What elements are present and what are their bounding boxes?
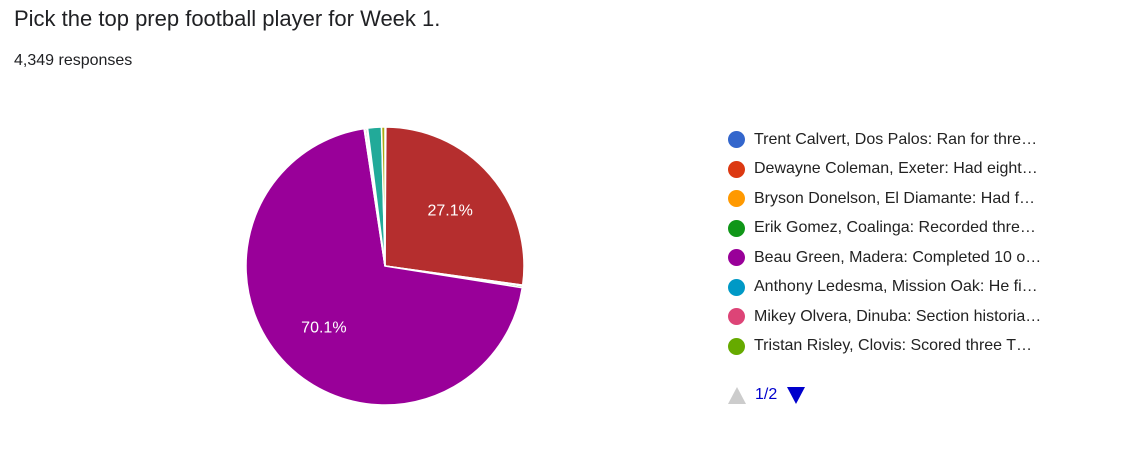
legend-item: Tristan Risley, Clovis: Scored three T… [728,332,1098,362]
legend-label: Dewayne Coleman, Exeter: Had eight… [754,160,1038,178]
legend-label: Beau Green, Madera: Completed 10 o… [754,248,1042,266]
legend-item: Beau Green, Madera: Completed 10 o… [728,243,1098,273]
legend-label: Anthony Ledesma, Mission Oak: He fi… [754,278,1038,296]
legend-item: Dewayne Coleman, Exeter: Had eight… [728,155,1098,185]
legend-label: Tristan Risley, Clovis: Scored three T… [754,337,1033,355]
legend-swatch [728,160,745,178]
page-indicator: 1/2 [755,386,778,403]
legend-swatch [728,308,745,326]
legend-label: Bryson Donelson, El Diamante: Had f… [754,189,1036,207]
legend-label: Trent Calvert, Dos Palos: Ran for thre… [754,130,1038,148]
legend-item: Anthony Ledesma, Mission Oak: He fi… [728,273,1098,303]
response-count: 4,349 responses [14,52,133,69]
triangle-down-icon[interactable] [787,386,806,404]
legend-item: Bryson Donelson, El Diamante: Had f… [728,184,1098,214]
chart-legend: Trent Calvert, Dos Palos: Ran for thre… D… [728,125,1098,361]
slice-label: 70.1% [301,320,346,337]
legend-item: Trent Calvert, Dos Palos: Ran for thre… [728,125,1098,155]
pie-slice [380,126,386,267]
pie-slice [384,126,525,286]
legend-swatch [728,190,745,208]
legend-item: Erik Gomez, Coalinga: Recorded thre… [728,214,1098,244]
slice-label: 27.1% [427,203,472,220]
pie-slice [245,127,524,406]
legend-swatch [728,219,745,237]
triangle-up-icon[interactable] [728,386,746,404]
legend-pager: 1/2 [728,383,806,407]
legend-item: Mikey Olvera, Dinuba: Section historia… [728,302,1098,332]
legend-swatch [728,337,745,355]
chart-title: Pick the top prep football player for We… [14,6,441,31]
legend-swatch [728,249,745,267]
legend-label: Mikey Olvera, Dinuba: Section historia… [754,307,1042,325]
legend-swatch [728,278,745,296]
legend-label: Erik Gomez, Coalinga: Recorded thre… [754,219,1036,237]
legend-swatch [728,131,745,149]
